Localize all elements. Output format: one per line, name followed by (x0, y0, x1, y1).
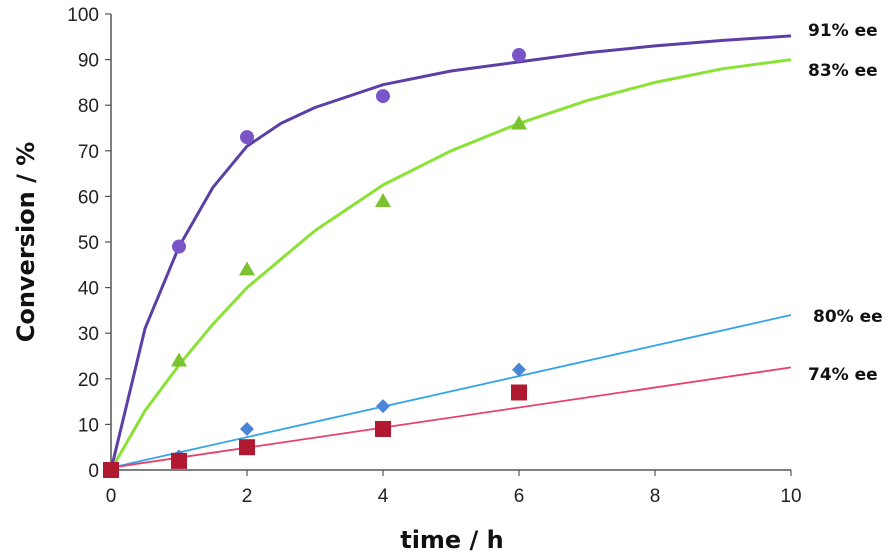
y-tick-label: 90 (78, 51, 99, 72)
y-tick-label: 40 (78, 279, 99, 300)
x-tick-label: 4 (378, 486, 389, 507)
marker-square (171, 452, 187, 469)
marker-triangle (239, 261, 255, 276)
marker-diamond (512, 362, 526, 377)
y-tick-label: 50 (78, 233, 99, 254)
x-tick-label: 0 (106, 486, 117, 507)
y-axis-title: Conversion / % (12, 142, 40, 343)
fit-line (109, 58, 792, 471)
marker-triangle (375, 192, 391, 207)
marker-square (239, 439, 255, 456)
marker-square (375, 420, 391, 437)
fit-lines (109, 34, 792, 471)
fit-line (109, 34, 792, 471)
x-tick-label: 10 (780, 486, 801, 507)
marker-triangle (171, 352, 187, 367)
series-label: 83% ee (808, 61, 878, 81)
marker-diamond (376, 399, 390, 414)
x-axis-title: time / h (400, 526, 504, 554)
x-tick-label: 8 (650, 486, 661, 507)
series-labels: 91% ee 83% ee 80% ee 74% ee (808, 21, 883, 385)
y-tick-label: 100 (67, 5, 99, 26)
marker-circle (512, 48, 526, 63)
y-tick-label: 80 (78, 96, 99, 117)
y-tick-label: 60 (78, 187, 99, 208)
fit-line (110, 314, 792, 469)
series-label: 91% ee (808, 21, 878, 41)
marker-diamond (240, 421, 254, 436)
y-tick-label: 10 (78, 415, 99, 436)
fit-line (110, 366, 792, 469)
marker-circle (172, 239, 186, 254)
y-tick-label: 0 (88, 461, 99, 482)
y-tick-label: 70 (78, 142, 99, 163)
marker-circle (376, 89, 390, 104)
marker-square (103, 462, 119, 478)
y-tick-label: 30 (78, 324, 99, 345)
series-label: 74% ee (808, 365, 878, 385)
y-tick-label: 20 (78, 370, 99, 391)
series-label: 80% ee (813, 307, 883, 327)
marker-circle (240, 130, 254, 145)
marker-triangle (511, 115, 527, 130)
axes: 0 10 20 30 40 50 60 70 80 90 100 0 2 4 6 8 10 (67, 5, 801, 507)
marker-square (511, 384, 527, 401)
x-tick-label: 2 (242, 486, 253, 507)
x-tick-label: 6 (514, 486, 525, 507)
data-markers (103, 48, 527, 478)
